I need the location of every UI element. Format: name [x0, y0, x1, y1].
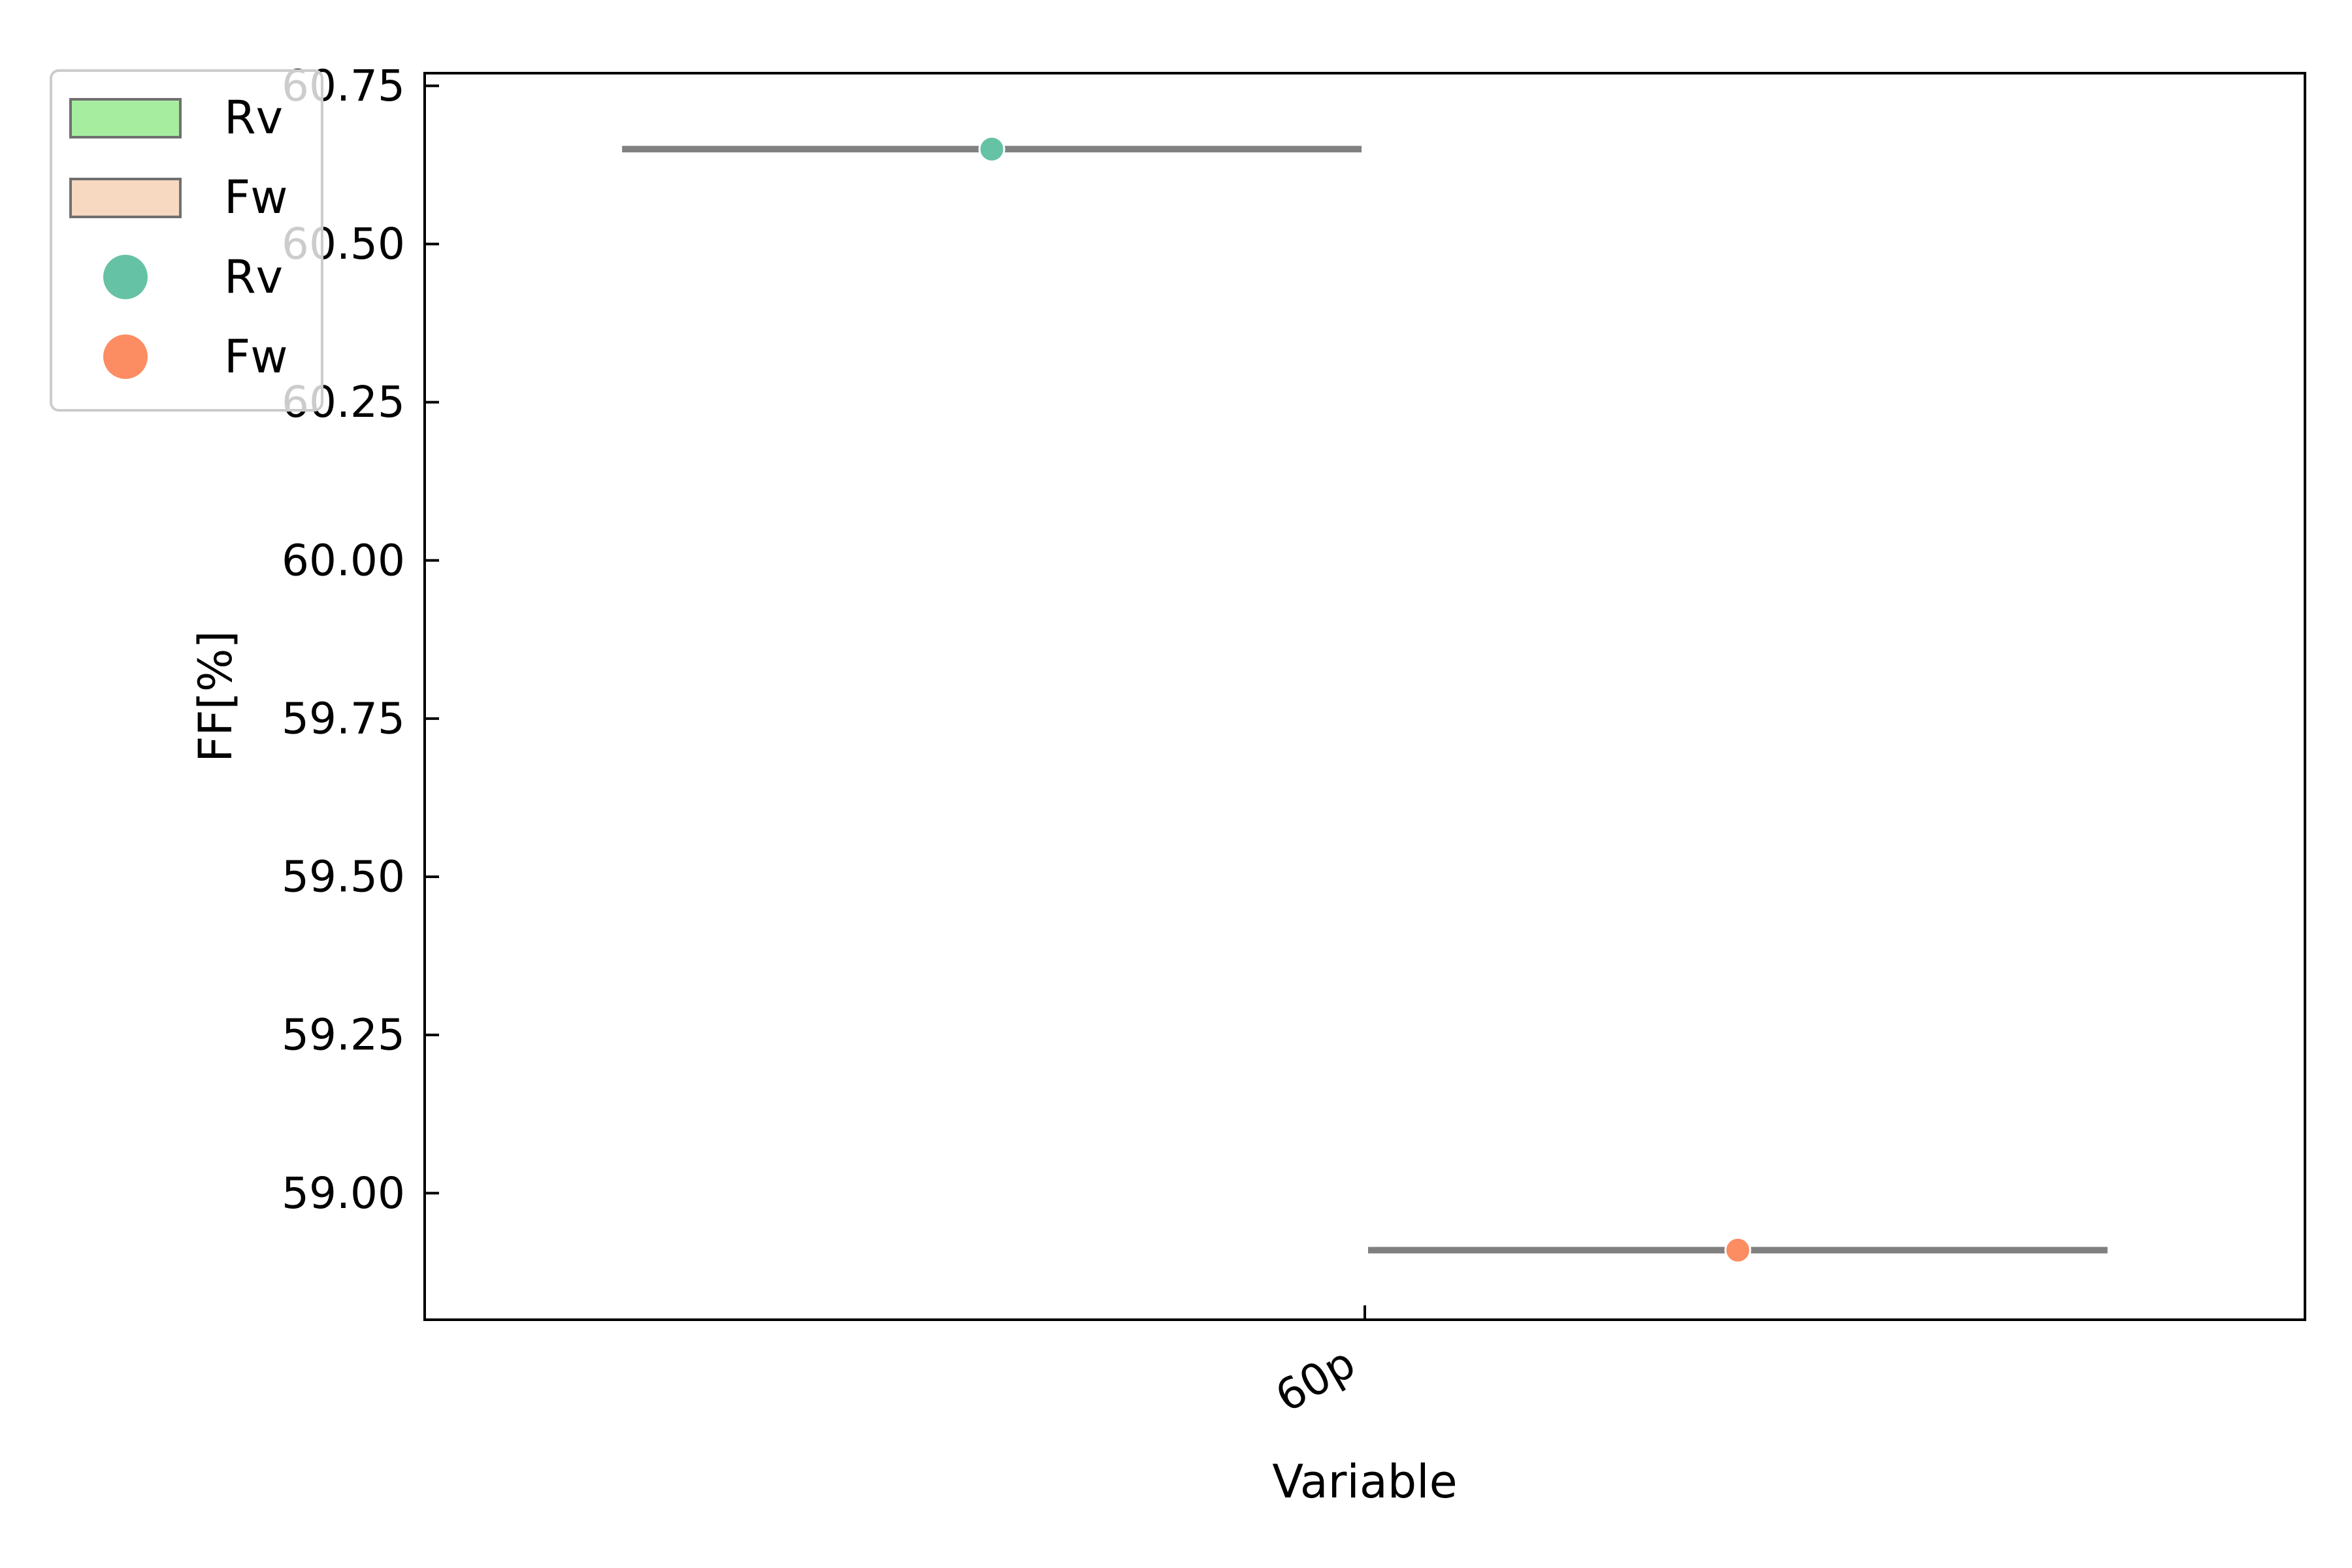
legend-swatch-rv	[69, 98, 182, 139]
x-tick-label: 60p	[1267, 1337, 1364, 1422]
data-point-fw	[1724, 1236, 1752, 1264]
legend-label: Fw	[224, 171, 288, 224]
legend-swatch-fw	[69, 178, 182, 218]
legend-label: Rv	[224, 250, 283, 304]
data-point-rv	[978, 135, 1005, 163]
y-tick-label: 59.50	[282, 852, 405, 902]
legend-marker-rv	[103, 255, 148, 299]
legend-label: Rv	[224, 91, 283, 144]
y-tick-label: 59.75	[282, 693, 405, 743]
legend-label: Fw	[224, 330, 288, 384]
legend-box	[50, 69, 323, 412]
legend-marker-fw	[103, 335, 148, 379]
y-tick-label: 59.00	[282, 1168, 405, 1218]
plot-frame	[423, 72, 2306, 1321]
y-axis-title: FF[%]	[189, 630, 242, 762]
x-axis-title: Variable	[1272, 1455, 1457, 1509]
y-tick-label: 60.00	[282, 535, 405, 585]
y-tick-label: 59.25	[282, 1010, 405, 1060]
